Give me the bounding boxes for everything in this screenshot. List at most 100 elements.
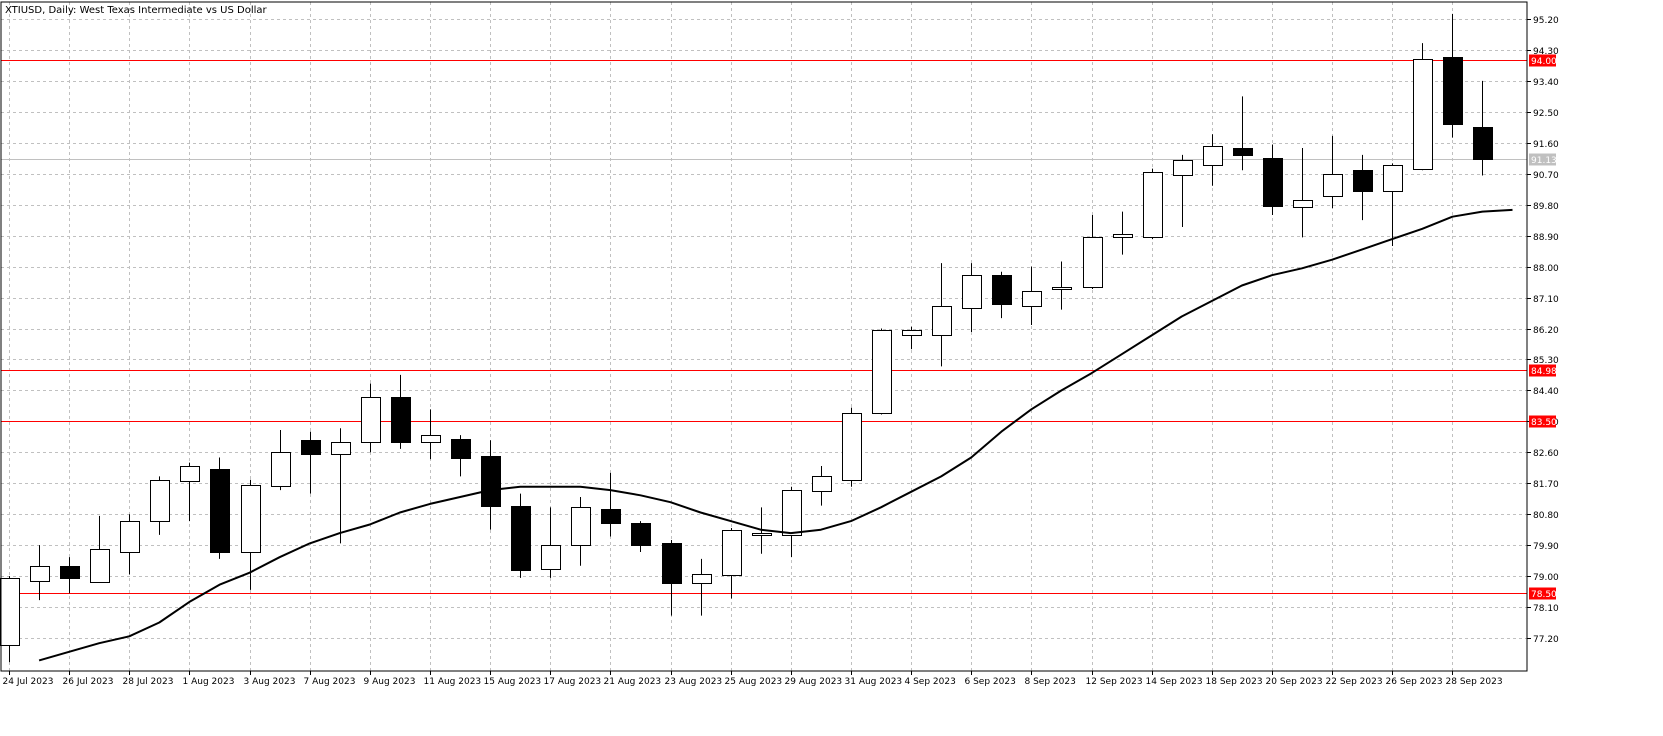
candle-bull [541,545,561,570]
y-tick-label: 93.40 [1533,78,1559,88]
candle-bear [301,440,321,455]
candle-bull [1113,234,1133,238]
candle-bear [1443,57,1463,125]
candle-bull [1143,172,1163,238]
x-tick-label: 21 Aug 2023 [604,677,662,687]
y-tick-label: 95.20 [1533,16,1559,26]
y-tick-label: 94.30 [1533,47,1559,57]
x-tick-label: 7 Aug 2023 [304,677,356,687]
candle-bull [752,533,772,536]
y-tick-label: 88.00 [1533,264,1559,274]
x-tick-label: 31 Aug 2023 [845,677,903,687]
candle-bull [271,452,291,487]
candle-bull [571,507,591,546]
candle-bull [692,574,712,584]
y-tick-label: 91.60 [1533,140,1559,150]
candle-bull [872,330,892,414]
y-tick-label: 92.50 [1533,109,1559,119]
y-tick-label: 88.90 [1533,233,1559,243]
candle-bear [1353,170,1373,192]
time-axis: 24 Jul 2023 26 Jul 2023 28 Jul 2023 1 Aug 2… [3,671,1503,687]
moving-average-polyline [38,208,1513,662]
candle-bull [1383,165,1403,192]
x-tick-label: 14 Sep 2023 [1146,677,1203,687]
y-tick-label: 77.20 [1533,635,1559,645]
chart-title: XTIUSD, Daily: West Texas Intermediate v… [5,5,268,16]
candle-bull [842,413,862,481]
candle-bear [511,506,531,571]
level-label: 94.00 [1531,57,1557,67]
y-tick-label: 90.70 [1533,171,1559,181]
candle-bull [722,530,742,576]
candle-bear [1473,127,1493,160]
x-tick-label: 4 Sep 2023 [905,677,956,687]
y-tick-label: 85.30 [1533,356,1559,366]
x-tick-label: 11 Aug 2023 [424,677,482,687]
x-tick-label: 26 Jul 2023 [63,677,114,687]
candle-bear [60,566,80,579]
y-tick-label: 79.90 [1533,542,1559,552]
candle-bear [391,397,411,443]
current-price-label: 91.13 [1531,156,1557,166]
x-tick-label: 18 Sep 2023 [1206,677,1263,687]
x-tick-label: 15 Aug 2023 [484,677,542,687]
level-label: 84.98 [1531,367,1557,377]
plot-frame [0,1,1528,672]
candle-bear [662,543,682,584]
y-tick-label: 79.00 [1533,573,1559,583]
y-tick-label: 80.80 [1533,511,1559,521]
level-label: 83.50 [1531,418,1557,428]
moving-average-line [38,208,1513,662]
candle-bull [1203,146,1223,166]
x-tick-label: 28 Sep 2023 [1446,677,1503,687]
price-axis: 77.2078.1079.0079.9080.8081.7082.6083.40… [1527,16,1559,645]
candle-bull [30,566,50,582]
candle-bull [932,306,952,336]
x-tick-label: 3 Aug 2023 [244,677,296,687]
level-label-bg [1529,54,1556,67]
level-label-bg [1529,415,1556,428]
candle-bull [1052,287,1072,290]
candle-bull [331,442,351,455]
y-tick-label: 82.60 [1533,449,1559,459]
candle-bull [812,476,832,492]
candle-bull [782,490,802,536]
candle-bear [992,275,1012,305]
candle-bear [1233,148,1253,156]
candle-bull [1293,200,1313,208]
y-tick-label: 89.80 [1533,202,1559,212]
candle-bear [601,509,621,524]
candle-bull [120,521,140,553]
x-tick-label: 8 Sep 2023 [1025,677,1076,687]
candle-bear [631,523,651,546]
candle-bull [902,330,922,336]
level-label-bg [1529,587,1556,600]
x-tick-label: 28 Jul 2023 [123,677,174,687]
candles [0,13,1493,663]
candle-bull [1173,160,1193,176]
y-tick-label: 86.20 [1533,326,1559,336]
x-tick-label: 26 Sep 2023 [1386,677,1443,687]
candle-bull [180,466,200,482]
x-tick-label: 25 Aug 2023 [725,677,783,687]
candle-bull [1413,59,1433,170]
x-tick-label: 17 Aug 2023 [544,677,602,687]
level-label-bg [1529,364,1556,377]
x-tick-label: 1 Aug 2023 [183,677,235,687]
candle-bull [0,578,20,646]
x-tick-label: 29 Aug 2023 [785,677,843,687]
x-tick-label: 24 Jul 2023 [3,677,54,687]
y-tick-label: 78.10 [1533,604,1559,614]
level-label: 78.50 [1531,590,1557,600]
candle-bull [1022,291,1042,307]
candle-bull [421,435,441,443]
candle-bull [150,480,170,522]
current-price-label-bg [1529,153,1556,166]
x-tick-label: 22 Sep 2023 [1326,677,1383,687]
candle-bull [241,485,261,553]
candle-bear [210,469,230,553]
x-tick-label: 9 Aug 2023 [364,677,416,687]
